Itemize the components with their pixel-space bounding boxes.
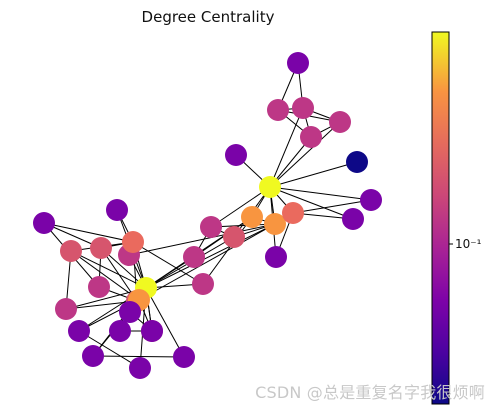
graph-node — [223, 226, 245, 248]
graph-node — [346, 151, 368, 173]
graph-node — [60, 240, 82, 262]
graph-node — [300, 126, 322, 148]
graph-edge — [70, 250, 140, 301]
graph-node — [183, 246, 205, 268]
node-layer — [33, 52, 382, 379]
graph-edge — [269, 186, 354, 220]
graph-node — [173, 346, 195, 368]
graph-node — [109, 320, 131, 342]
graph-node — [200, 216, 222, 238]
graph-edge — [128, 223, 276, 256]
graph-node — [106, 199, 128, 221]
graph-node — [241, 206, 263, 228]
graph-node — [141, 320, 163, 342]
graph-edge — [269, 186, 372, 201]
graph-node — [287, 52, 309, 74]
graph-node — [342, 208, 364, 230]
graph-node — [119, 301, 141, 323]
graph-node — [282, 202, 304, 224]
graph-edge — [269, 121, 341, 188]
graph-node — [192, 273, 214, 295]
colorbar-gradient — [431, 31, 450, 405]
graph-node — [264, 213, 286, 235]
graph-node — [68, 320, 90, 342]
graph-node — [360, 189, 382, 211]
colorbar: 10⁻¹ — [431, 31, 482, 405]
graph-node — [55, 298, 77, 320]
graph-node — [88, 276, 110, 298]
chart-title: Degree Centrality — [141, 8, 275, 26]
watermark: CSDN @总是重复名字我很烦啊 — [255, 383, 485, 402]
graph-edge — [132, 241, 204, 285]
graph-node — [265, 246, 287, 268]
graph-edge — [145, 223, 276, 289]
graph-node — [129, 357, 151, 379]
graph-edge — [145, 287, 185, 358]
graph-edge — [43, 222, 134, 243]
graph-node — [225, 144, 247, 166]
colorbar-tick-label: 10⁻¹ — [455, 237, 482, 251]
graph-edge — [78, 330, 141, 369]
graph-edge — [210, 186, 271, 228]
graph-node — [33, 212, 55, 234]
graph-edge — [269, 107, 304, 188]
graph-node — [259, 176, 281, 198]
graph-edge — [292, 199, 372, 214]
edge-layer — [43, 62, 372, 369]
graph-edge — [269, 161, 358, 188]
graph-edge — [70, 250, 147, 289]
graph-node — [267, 99, 289, 121]
graph-node — [122, 231, 144, 253]
graph-node — [292, 97, 314, 119]
graph-node — [82, 345, 104, 367]
graph-node — [329, 111, 351, 133]
graph-edge — [92, 355, 185, 358]
graph-node — [90, 237, 112, 259]
